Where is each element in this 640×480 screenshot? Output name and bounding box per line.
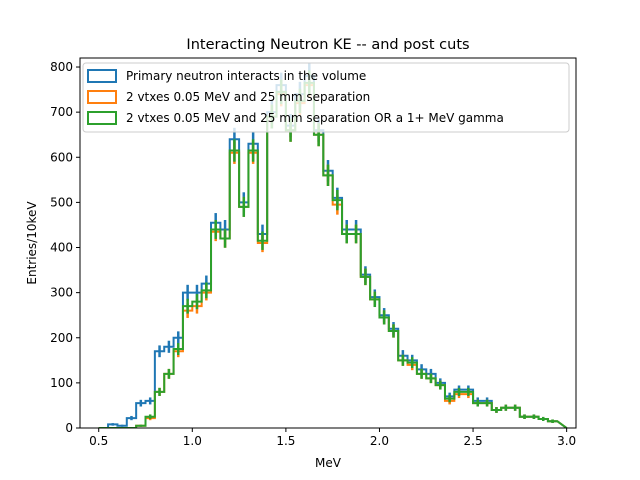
x-tick-label: 2.5	[464, 434, 483, 448]
y-tick-label: 800	[50, 60, 73, 74]
x-tick-label: 2.0	[370, 434, 389, 448]
legend-label: Primary neutron interacts in the volume	[126, 69, 366, 83]
y-tick-label: 100	[50, 376, 73, 390]
legend-swatch	[87, 90, 117, 104]
plot-frame	[79, 57, 577, 429]
y-axis: 0 100 200 300 400 500 600 700 800	[50, 60, 80, 435]
x-tick-label: 0.5	[89, 434, 108, 448]
y-tick-label: 0	[65, 421, 73, 435]
legend: Primary neutron interacts in the volume 2…	[82, 62, 570, 133]
y-axis-label: Entries/10keV	[25, 201, 39, 285]
y-tick-label: 400	[50, 241, 73, 255]
series-3	[98, 70, 568, 428]
x-tick-label: 1.0	[183, 434, 202, 448]
x-tick-label: 1.5	[276, 434, 295, 448]
legend-swatch	[87, 111, 117, 125]
legend-label: 2 vtxes 0.05 MeV and 25 mm separation OR…	[126, 111, 504, 125]
series-step-line	[98, 81, 568, 428]
y-tick-label: 500	[50, 195, 73, 209]
legend-swatch	[87, 69, 117, 83]
legend-box	[82, 62, 570, 133]
legend-label: 2 vtxes 0.05 MeV and 25 mm separation	[126, 90, 370, 104]
chart-title: Interacting Neutron KE -- and post cuts	[186, 37, 469, 53]
x-tick-label: 3.0	[557, 434, 576, 448]
y-tick-label: 300	[50, 286, 73, 300]
y-tick-label: 200	[50, 331, 73, 345]
x-axis: 0.5 1.0 1.5 2.0 2.5 3.0	[89, 428, 576, 448]
y-tick-label: 600	[50, 150, 73, 164]
x-axis-label: MeV	[315, 456, 342, 470]
y-tick-label: 700	[50, 105, 73, 119]
